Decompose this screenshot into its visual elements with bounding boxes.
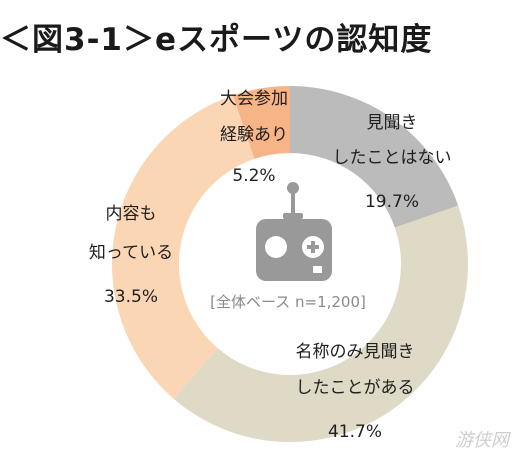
slice-label-2-line-1: 名称のみ見聞き [296, 342, 415, 362]
slice-value-label-2: 41.7% [328, 422, 382, 442]
slice-value-label-3: 33.5% [104, 287, 158, 307]
slice-label-2-line-2: したことがある [296, 378, 415, 398]
chart-title: ＜図3-1＞eスポーツの認知度 [0, 22, 433, 58]
slice-value-label-4: 5.2% [232, 166, 275, 186]
pie-slice-1 [290, 86, 459, 228]
slice-label-3-line-1: 内容も [106, 204, 157, 224]
slice-label-1-line-1: 見聞き [367, 113, 418, 133]
watermark: 游侠网 [455, 430, 509, 451]
slice-label-4-line-1: 大会参加 [220, 89, 288, 109]
sample-size-note: [全体ベース n=1,200] [210, 293, 366, 311]
pie-slice-4 [232, 86, 290, 159]
slice-value-label-1: 19.7% [365, 192, 419, 212]
slice-label-3-line-2: 知っている [89, 243, 173, 263]
game-controller-icon [256, 182, 332, 281]
pie-slice-3 [112, 95, 255, 399]
pie-slice-2 [173, 205, 468, 442]
slice-label-1-line-2: したことはない [333, 148, 452, 168]
slice-label-4-line-2: 経験あり [220, 125, 288, 145]
